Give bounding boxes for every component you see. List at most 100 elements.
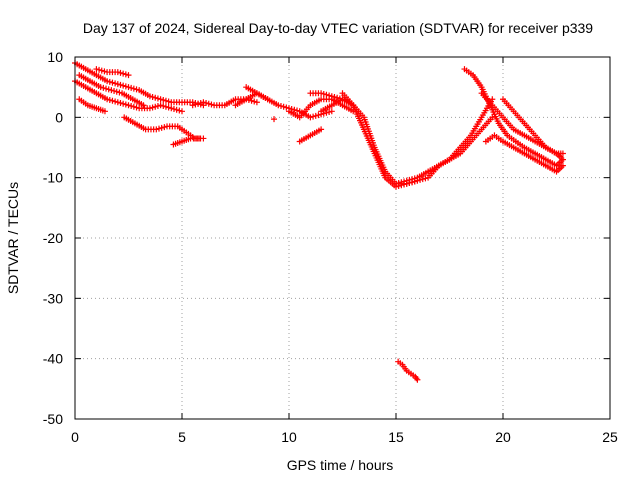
data-point: [280, 103, 287, 110]
y-tick-label: -20: [43, 230, 63, 246]
data-point: [326, 109, 333, 116]
series-track-22: [500, 96, 566, 163]
data-point: [117, 69, 124, 76]
data-point: [130, 85, 137, 92]
data-point: [165, 104, 172, 111]
data-point: [101, 68, 108, 75]
data-point: [419, 176, 426, 183]
data-point: [93, 66, 100, 73]
x-axis-ticks: 0 5 10 15 20 25: [71, 57, 618, 445]
data-point: [323, 109, 330, 116]
data-point: [125, 102, 132, 109]
data-point: [334, 94, 341, 101]
data-point: [271, 116, 278, 123]
data-point: [152, 94, 159, 101]
data-point: [165, 98, 172, 105]
data-points: [72, 60, 566, 383]
data-point: [326, 92, 333, 99]
data-point: [100, 84, 107, 91]
series-track-2: [76, 72, 147, 109]
series-track-23: [395, 358, 421, 383]
data-point: [307, 114, 314, 121]
data-point: [117, 100, 124, 107]
y-tick-label: 0: [55, 109, 63, 125]
data-point: [328, 108, 335, 115]
y-tick-label: -10: [43, 170, 63, 186]
data-point: [200, 99, 207, 106]
data-point: [248, 97, 255, 104]
data-point: [160, 96, 167, 103]
y-axis-label: SDTVAR / TECUs: [5, 182, 21, 294]
data-point: [155, 125, 162, 132]
data-point: [128, 84, 135, 91]
data-point: [146, 93, 153, 100]
data-point: [168, 105, 175, 112]
data-point: [312, 112, 319, 119]
data-point: [328, 93, 335, 100]
data-point: [414, 177, 421, 184]
data-point: [113, 88, 120, 95]
series-track-7: [170, 135, 203, 148]
data-point: [318, 126, 325, 133]
data-point: [157, 102, 164, 109]
data-point: [189, 102, 196, 109]
data-point: [170, 106, 177, 113]
data-point: [153, 126, 160, 133]
data-point: [331, 93, 338, 100]
data-point: [154, 95, 161, 102]
data-point: [152, 103, 159, 110]
data-point: [489, 114, 496, 121]
data-point: [109, 97, 116, 104]
data-point: [409, 179, 416, 186]
data-point: [208, 101, 215, 108]
data-point: [125, 72, 132, 79]
data-point: [101, 108, 108, 115]
y-tick-label: -30: [43, 290, 63, 306]
series-track-16: [339, 90, 421, 190]
data-point: [114, 69, 121, 76]
data-point: [140, 102, 147, 109]
data-point: [197, 100, 204, 107]
grid: [75, 57, 610, 419]
data-point: [125, 84, 132, 91]
data-point: [294, 107, 301, 114]
data-point: [196, 135, 203, 142]
data-point: [158, 124, 165, 131]
data-point: [122, 71, 129, 78]
x-tick-label: 0: [71, 429, 79, 445]
data-point: [406, 179, 413, 186]
y-axis-ticks: 10 0 -10 -20 -30 -40 -50: [43, 49, 610, 427]
data-point: [122, 83, 129, 90]
data-point: [489, 96, 496, 103]
data-point: [114, 81, 121, 88]
series-track-19: [461, 66, 566, 169]
data-point: [116, 89, 123, 96]
series-track-17: [393, 96, 496, 187]
data-point: [179, 108, 185, 115]
data-point: [320, 90, 327, 97]
data-point: [120, 100, 127, 107]
data-point: [203, 100, 210, 107]
data-point: [109, 79, 116, 86]
x-tick-label: 5: [178, 429, 186, 445]
data-point: [323, 91, 330, 98]
series-track-18: [425, 114, 496, 175]
series-track-6: [121, 114, 207, 142]
data-point: [403, 180, 410, 187]
series-track-4: [72, 78, 185, 115]
data-point: [161, 124, 168, 131]
data-point: [559, 162, 566, 169]
data-point: [162, 97, 169, 104]
chart-title: Day 137 of 2024, Sidereal Day-to-day VTE…: [83, 20, 593, 36]
data-point: [106, 78, 113, 85]
y-tick-label: -50: [43, 411, 63, 427]
data-point: [149, 104, 156, 111]
data-point: [128, 103, 135, 110]
x-tick-label: 20: [495, 429, 511, 445]
data-point: [283, 104, 290, 111]
series-track-5: [93, 66, 132, 79]
data-point: [253, 99, 260, 106]
data-point: [122, 101, 129, 108]
x-axis-label: GPS time / hours: [287, 457, 394, 473]
data-point: [318, 90, 325, 97]
